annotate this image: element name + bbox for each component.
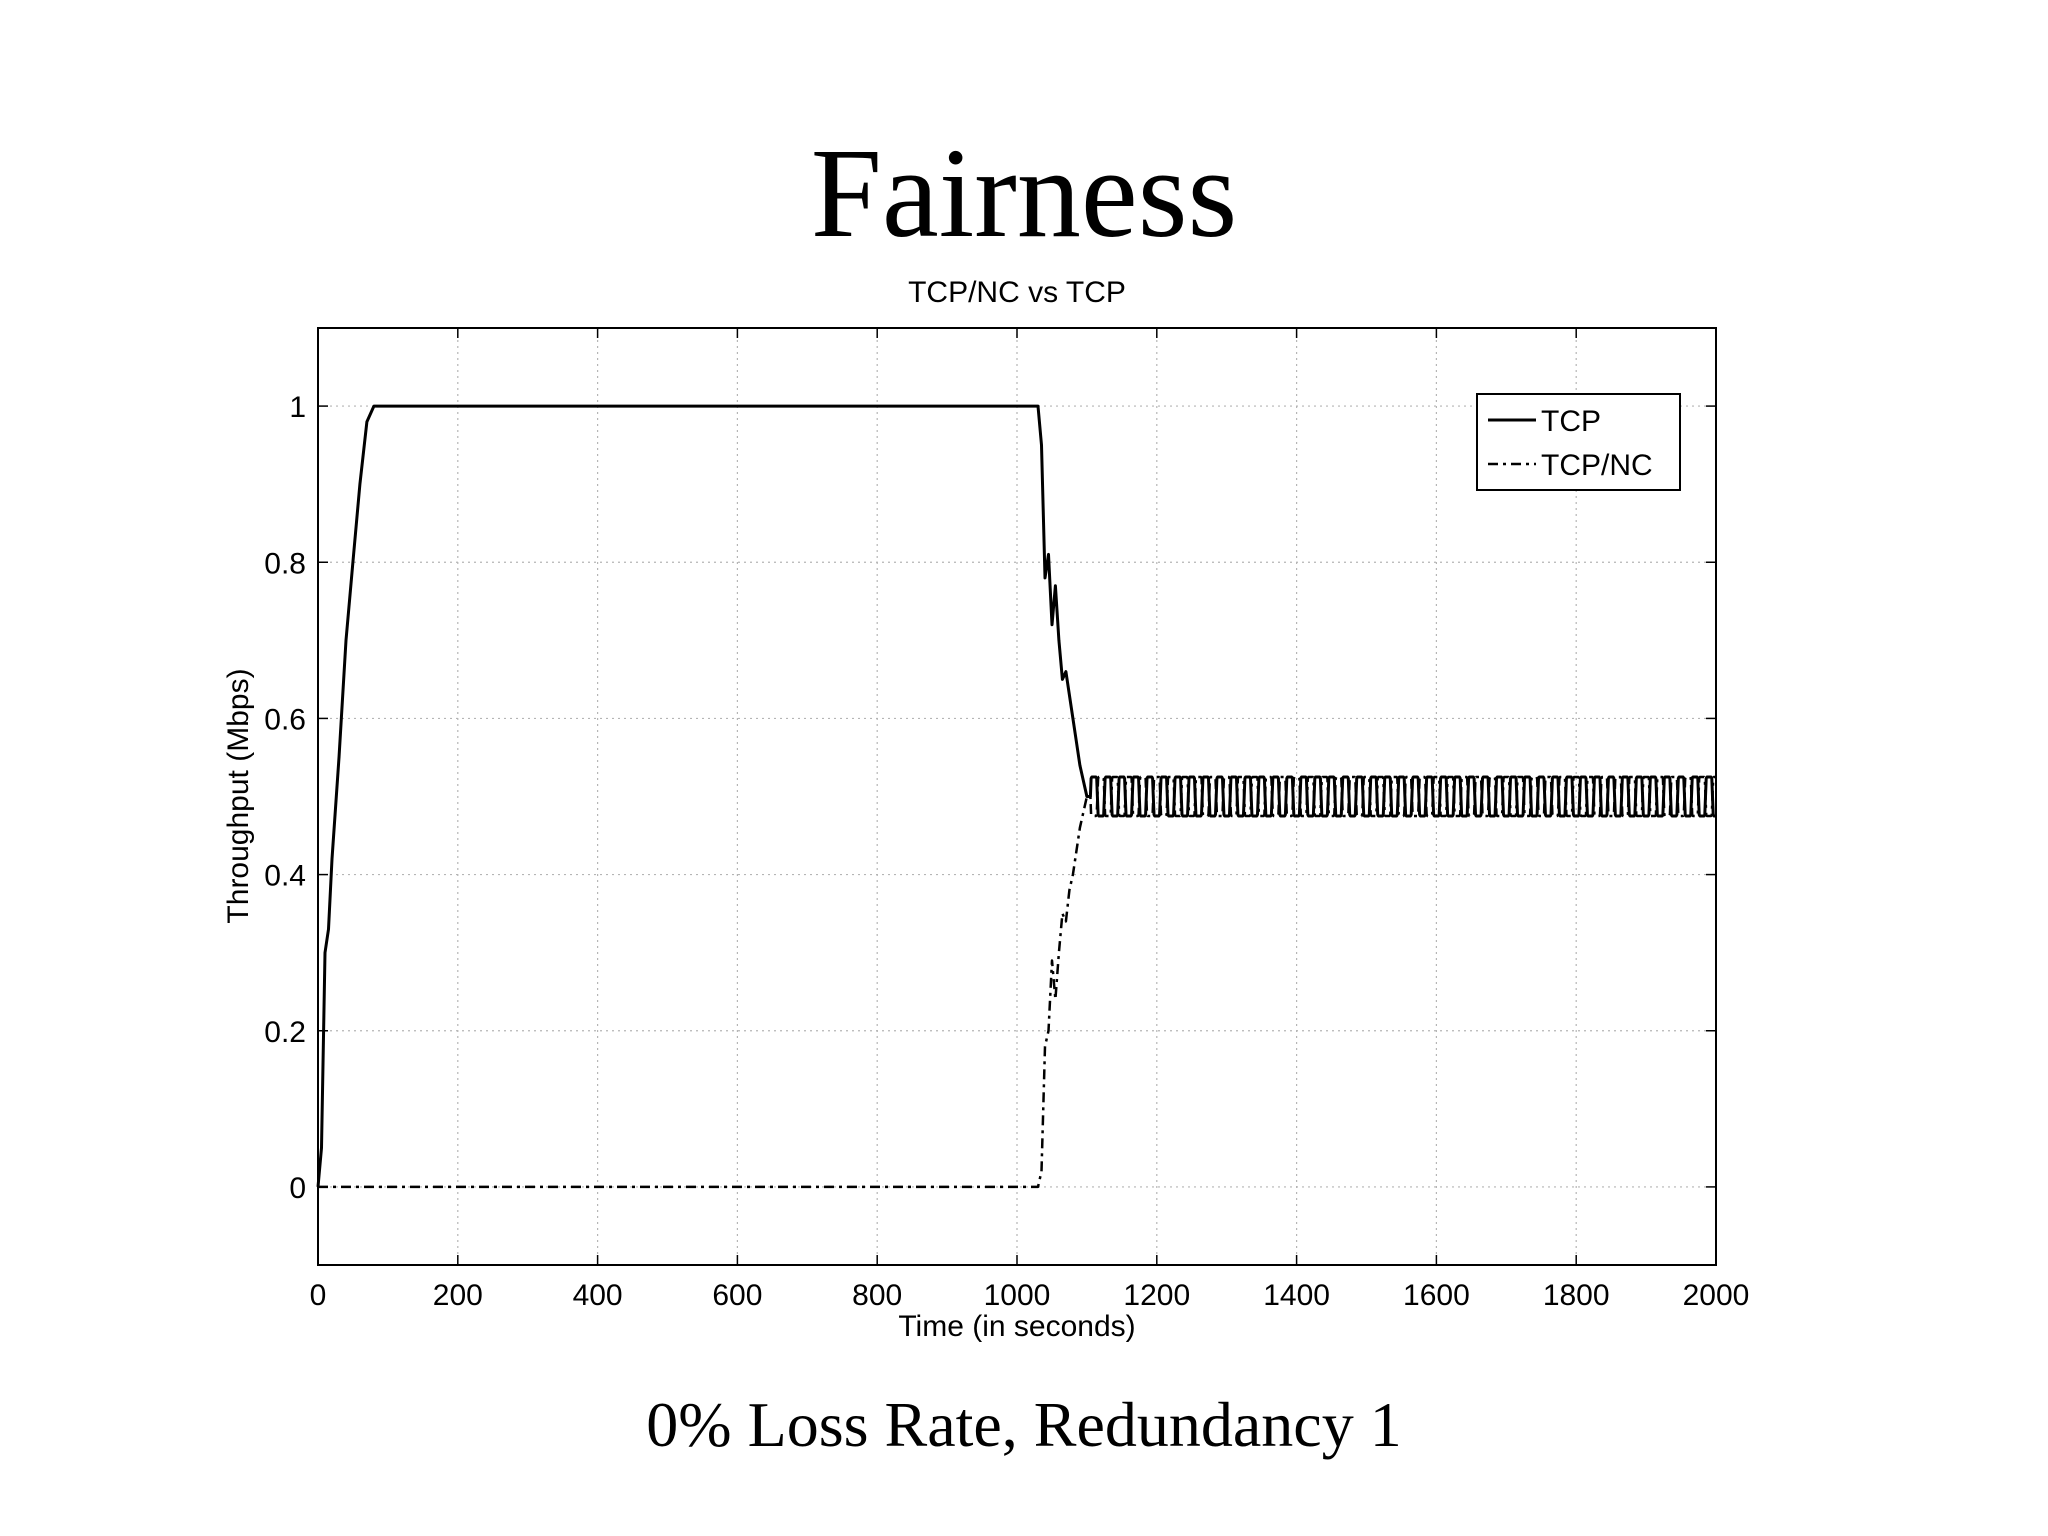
x-tick-label: 800 <box>852 1279 902 1312</box>
y-tick-label: 0.4 <box>264 860 306 893</box>
x-tick-label: 1400 <box>1263 1279 1330 1312</box>
legend: TCP TCP/NC <box>1476 393 1681 491</box>
x-tick-label: 0 <box>310 1279 327 1312</box>
slide-caption: 0% Loss Rate, Redundancy 1 <box>646 1389 1402 1460</box>
x-tick-label: 1800 <box>1543 1279 1610 1312</box>
slide-title: Fairness <box>810 122 1238 264</box>
y-tick-label: 0 <box>289 1172 306 1205</box>
legend-tcpnc-label: TCP/NC <box>1541 449 1653 482</box>
x-tick-label: 400 <box>573 1279 623 1312</box>
x-tick-label: 600 <box>712 1279 762 1312</box>
chart-title: TCP/NC vs TCP <box>908 276 1126 309</box>
legend-box <box>1476 393 1681 491</box>
x-tick-label: 1000 <box>984 1279 1051 1312</box>
x-tick-label: 2000 <box>1683 1279 1750 1312</box>
legend-tcp-label: TCP <box>1541 405 1601 438</box>
y-axis-label: Throughput (Mbps) <box>222 668 255 923</box>
x-tick-label: 200 <box>433 1279 483 1312</box>
y-tick-label: 1 <box>289 391 306 424</box>
x-tick-label: 1600 <box>1403 1279 1470 1312</box>
series-layer <box>316 404 1717 1189</box>
series-line-tcp-nc <box>318 775 1717 1189</box>
y-tick-label: 0.2 <box>264 1016 306 1049</box>
y-tick-label: 0.8 <box>264 547 306 580</box>
axis-ticks: 0 200 400 600 800 1000 1200 1400 1600 1800 2000 0 0.… <box>264 328 1749 1312</box>
x-tick-label: 1200 <box>1123 1279 1190 1312</box>
y-tick-label: 0.6 <box>264 703 306 736</box>
x-axis-label: Time (in seconds) <box>898 1310 1135 1343</box>
